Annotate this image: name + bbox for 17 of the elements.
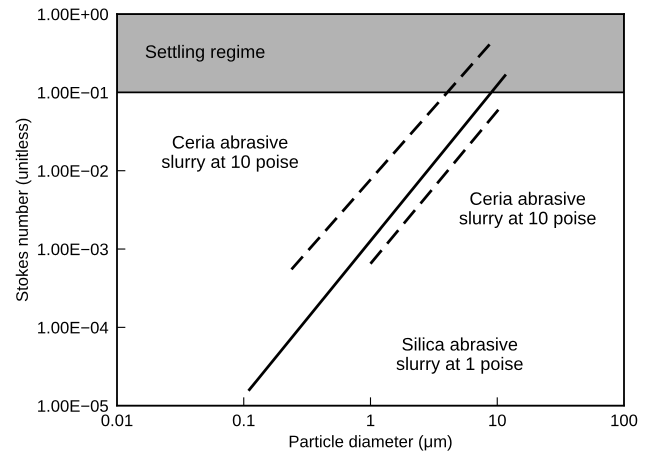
y-tick-label: 1.00E−02: [38, 165, 108, 177]
y-tick-label: 1.00E−05: [38, 400, 108, 412]
annotation: Ceria abrasive slurry at 10 poise: [459, 192, 596, 228]
y-tick-label: 1.00E−03: [38, 243, 108, 256]
y-tick-label: 1.00E+00: [38, 8, 108, 20]
y-tick-label: 1.00E−01: [38, 86, 108, 99]
y-tick-label: 1.00E−04: [38, 322, 108, 334]
annotation: Silica abrasive slurry at 1 poise: [396, 337, 523, 374]
x-tick-label: 1: [367, 414, 374, 426]
x-tick-label: 0.01: [101, 414, 132, 426]
x-tick-label: 100: [611, 414, 638, 426]
x-axis-title: Particle diameter (μm): [290, 435, 452, 451]
y-axis-title: Stokes number (unitless): [16, 118, 32, 302]
x-tick-label: 0.1: [232, 414, 255, 426]
band-label: Settling regime: [146, 44, 265, 62]
annotation: Ceria abrasive slurry at 10 poise: [162, 135, 298, 172]
x-tick-label: 10: [489, 414, 506, 426]
